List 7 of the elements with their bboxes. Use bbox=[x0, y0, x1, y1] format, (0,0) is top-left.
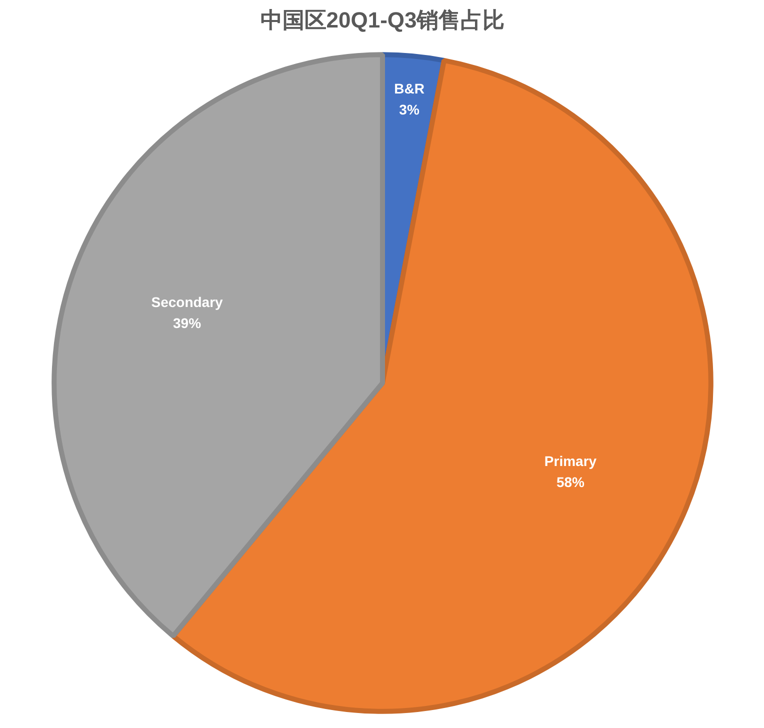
data-label: 39% bbox=[173, 314, 202, 331]
data-label: 3% bbox=[399, 102, 420, 118]
slice-label: Secondary bbox=[151, 294, 224, 310]
slice-label: B&R bbox=[394, 80, 424, 97]
slice-label: Primary bbox=[544, 453, 597, 470]
chart-title: 中国区20Q1-Q3销售占比 bbox=[260, 8, 505, 32]
data-label: 58% bbox=[556, 474, 586, 490]
